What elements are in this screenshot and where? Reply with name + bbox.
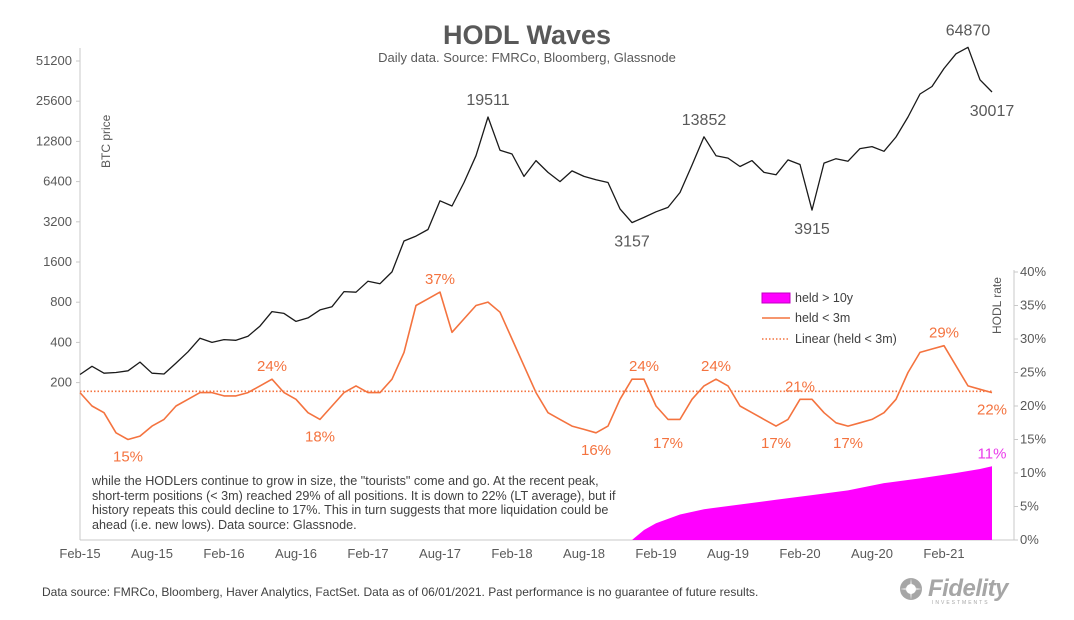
right-axis-ticks: 0% 5% 10% 15% 20% 25% 30% 35% 40%	[1014, 264, 1046, 547]
hodl-pct-label: 29%	[929, 325, 959, 342]
price-peak-label: 3157	[614, 234, 650, 251]
fidelity-logo: Fidelity INVESTMENTS	[898, 575, 1009, 606]
hodl-pct-label: 11%	[978, 445, 1007, 462]
x-tick-label: Feb-20	[779, 546, 820, 561]
hodl-pct-label: 21%	[785, 378, 815, 395]
left-tick-label: 6400	[43, 174, 72, 189]
x-tick-label: Aug-16	[275, 546, 317, 561]
left-tick-label: 12800	[36, 133, 72, 148]
x-tick-label: Feb-18	[491, 546, 532, 561]
legend-label-held-lt-3m: held < 3m	[795, 311, 850, 325]
logo-wordmark: Fidelity	[928, 575, 1009, 602]
logo-subtext: INVESTMENTS	[932, 600, 990, 606]
logo-starburst-icon	[900, 578, 922, 600]
footer-source: Data source: FMRCo, Bloomberg, Haver Ana…	[42, 585, 759, 599]
hodl-pct-label: 17%	[653, 435, 683, 452]
hodl-pct-label: 17%	[833, 435, 863, 452]
legend-swatch-held-gt-10y	[761, 292, 791, 304]
right-tick-label: 25%	[1020, 365, 1046, 380]
hodl-pct-label: 17%	[761, 435, 791, 452]
price-peak-label: 13852	[682, 112, 727, 129]
left-axis-ticks: 200 400 800 1600 3200 6400 12800 25600 51200	[36, 53, 80, 390]
hodl-pct-label: 18%	[305, 428, 335, 445]
series-area-held-gt-10y	[632, 466, 992, 540]
hodl-pct-label: 24%	[257, 358, 287, 375]
legend-label-linear: Linear (held < 3m)	[795, 332, 897, 346]
x-tick-label: Feb-16	[203, 546, 244, 561]
left-tick-label: 51200	[36, 53, 72, 68]
left-tick-label: 3200	[43, 214, 72, 229]
right-tick-label: 40%	[1020, 264, 1046, 279]
price-peak-label: 19511	[466, 92, 509, 109]
hodl-pct-label: 22%	[977, 402, 1007, 419]
right-tick-label: 10%	[1020, 465, 1046, 480]
right-tick-label: 30%	[1020, 331, 1046, 346]
right-tick-label: 15%	[1020, 432, 1046, 447]
price-peak-label: 64870	[946, 22, 991, 39]
right-tick-label: 5%	[1020, 499, 1039, 514]
hodl-pct-label: 24%	[701, 358, 731, 375]
chart-subtitle: Daily data. Source: FMRCo, Bloomberg, Gl…	[378, 50, 676, 65]
x-tick-label: Feb-19	[635, 546, 676, 561]
x-tick-label: Aug-20	[851, 546, 893, 561]
right-tick-label: 35%	[1020, 298, 1046, 313]
data-labels: 19511 3157 13852 3915 64870 30017 15% 24% 18% 37%…	[113, 22, 1014, 465]
price-peak-label: 30017	[970, 103, 1015, 120]
series-line-held-lt-3m	[79, 291, 993, 441]
x-tick-label: Aug-18	[563, 546, 605, 561]
x-tick-label: Feb-21	[923, 546, 964, 561]
left-tick-label: 25600	[36, 93, 72, 108]
hodl-pct-label: 15%	[113, 449, 143, 466]
hodl-pct-label: 37%	[425, 271, 455, 288]
left-tick-label: 800	[50, 294, 72, 309]
x-axis-ticks: Feb-15 Aug-15 Feb-16 Aug-16 Feb-17 Aug-17 Feb-…	[59, 546, 964, 561]
series-layer	[79, 46, 993, 540]
x-tick-label: Aug-15	[131, 546, 173, 561]
x-tick-label: Feb-17	[347, 546, 388, 561]
hodl-pct-label: 16%	[581, 442, 611, 459]
hodl-pct-label: 24%	[629, 358, 659, 375]
right-axis-label: HODL rate	[990, 277, 1004, 334]
chart-title: HODL Waves	[443, 20, 611, 50]
x-tick-label: Aug-17	[419, 546, 461, 561]
x-tick-label: Feb-15	[59, 546, 100, 561]
left-axis-label: BTC price	[99, 114, 113, 168]
chart-note: while the HODLers continue to grow in si…	[92, 474, 616, 532]
right-tick-label: 20%	[1020, 398, 1046, 413]
left-tick-label: 1600	[43, 254, 72, 269]
chart-legend: held > 10y held < 3m Linear (held < 3m)	[761, 291, 897, 346]
x-tick-label: Aug-19	[707, 546, 749, 561]
price-peak-label: 3915	[794, 221, 830, 238]
series-line-btc-price	[79, 46, 993, 376]
legend-label-held-gt-10y: held > 10y	[795, 291, 854, 305]
left-tick-label: 400	[50, 334, 72, 349]
left-tick-label: 200	[50, 375, 72, 390]
right-tick-label: 0%	[1020, 532, 1039, 547]
